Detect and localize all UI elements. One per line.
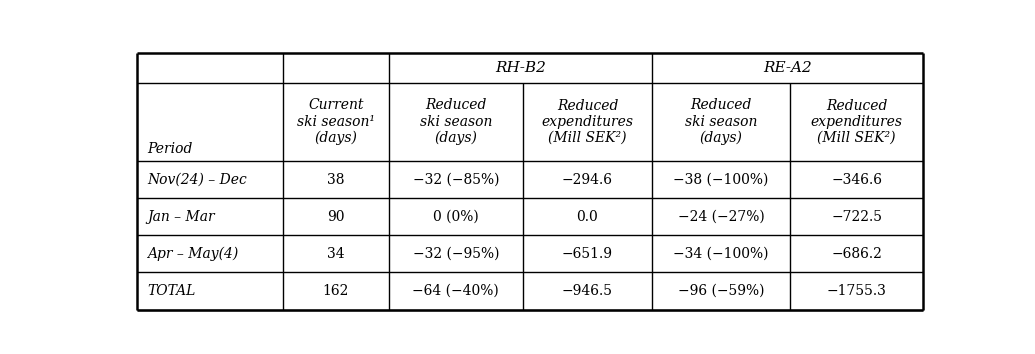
Text: −294.6: −294.6 <box>562 172 613 187</box>
Text: Nov(24) – Dec: Nov(24) – Dec <box>147 172 246 187</box>
Text: Current
ski season¹
(days): Current ski season¹ (days) <box>297 98 375 145</box>
Text: Reduced
expenditures
(Mill SEK²): Reduced expenditures (Mill SEK²) <box>810 99 903 145</box>
Text: −64 (−40%): −64 (−40%) <box>412 284 499 298</box>
Text: TOTAL: TOTAL <box>147 284 196 298</box>
Text: −1755.3: −1755.3 <box>827 284 887 298</box>
Text: RH-B2: RH-B2 <box>495 61 546 75</box>
Text: −38 (−100%): −38 (−100%) <box>674 172 769 187</box>
Text: 90: 90 <box>327 210 345 224</box>
Text: −722.5: −722.5 <box>831 210 882 224</box>
Text: Reduced
expenditures
(Mill SEK²): Reduced expenditures (Mill SEK²) <box>541 99 633 145</box>
Text: 0 (0%): 0 (0%) <box>433 210 478 224</box>
Text: 38: 38 <box>327 172 345 187</box>
Text: −651.9: −651.9 <box>562 247 613 261</box>
Text: 162: 162 <box>323 284 349 298</box>
Text: Jan – Mar: Jan – Mar <box>147 210 214 224</box>
Text: −946.5: −946.5 <box>562 284 613 298</box>
Text: 34: 34 <box>327 247 345 261</box>
Text: Period: Period <box>147 142 193 155</box>
Text: Apr – May(4): Apr – May(4) <box>147 247 238 261</box>
Text: −96 (−59%): −96 (−59%) <box>678 284 764 298</box>
Text: 0.0: 0.0 <box>576 210 598 224</box>
Text: Reduced
ski season
(days): Reduced ski season (days) <box>685 98 758 145</box>
Text: Reduced
ski season
(days): Reduced ski season (days) <box>419 98 492 145</box>
Text: −32 (−95%): −32 (−95%) <box>413 247 499 261</box>
Text: −32 (−85%): −32 (−85%) <box>413 172 499 187</box>
Text: RE-A2: RE-A2 <box>764 61 812 75</box>
Text: −34 (−100%): −34 (−100%) <box>674 247 769 261</box>
Text: −686.2: −686.2 <box>831 247 882 261</box>
Text: −24 (−27%): −24 (−27%) <box>678 210 765 224</box>
Text: −346.6: −346.6 <box>831 172 882 187</box>
